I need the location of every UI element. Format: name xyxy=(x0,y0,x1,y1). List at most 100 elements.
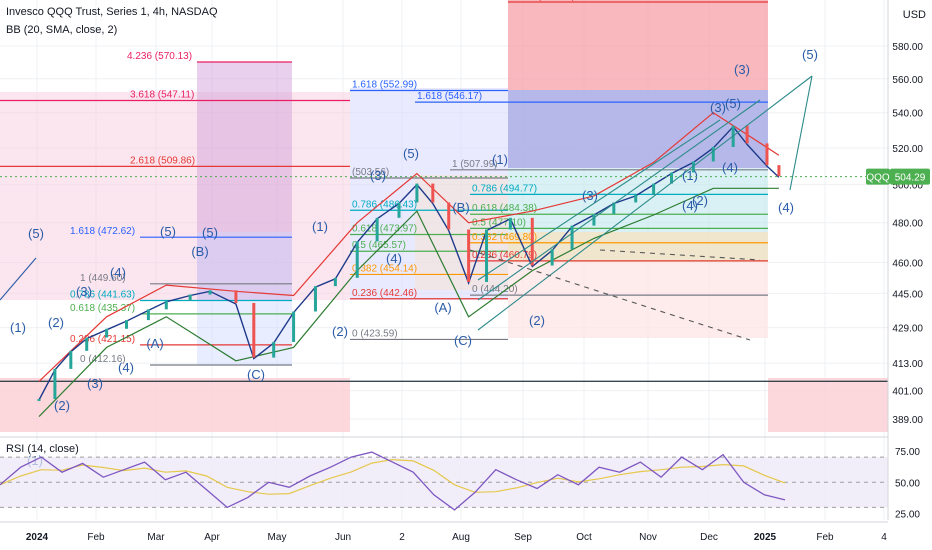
symbol-tag: QQQ xyxy=(866,173,890,184)
price-tick-label: 460.00 xyxy=(892,258,923,269)
fib-level-label: 0.5 (465.57) xyxy=(352,240,406,251)
fib-level-label: 0.236 (460.79) xyxy=(472,250,537,261)
fib-zone xyxy=(768,378,888,432)
fib-zone xyxy=(0,378,350,432)
price-candle xyxy=(711,146,715,162)
fib-level-label: 0.236 (421.15) xyxy=(70,334,135,345)
time-tick-label: 4 xyxy=(881,532,887,543)
fib-level-label: 0.786 (494.77) xyxy=(472,183,537,194)
fib-zone xyxy=(0,92,350,300)
price-axis: 580.00 560.00 540.00 520.00 500.00 480.00 460.… xyxy=(887,0,932,550)
price-candle xyxy=(208,290,212,295)
price-candle xyxy=(146,309,150,321)
rsi-tick-label: 75.00 xyxy=(895,447,920,458)
price-candle xyxy=(467,229,471,282)
trend-line xyxy=(477,99,761,301)
wave-label: (2) xyxy=(48,315,64,330)
price-candle xyxy=(530,217,534,266)
price-candle xyxy=(375,217,379,242)
price-candle xyxy=(252,302,256,358)
price-candle xyxy=(397,202,401,218)
price-candle xyxy=(37,398,41,401)
fib-level-label: 3.618 (547.11) xyxy=(130,90,194,101)
rsi-tick-label: 50.00 xyxy=(895,478,920,489)
fib-level-label: 2.618 (607.98) xyxy=(510,0,575,2)
fib-level-label: 0 (423.59) xyxy=(352,328,398,339)
currency-label[interactable]: USD xyxy=(902,9,926,21)
price-tick-label: 520.00 xyxy=(892,144,923,155)
time-tick-label: Oct xyxy=(576,532,592,543)
price-tick-label: 445.00 xyxy=(892,289,923,300)
price-candle xyxy=(431,183,435,203)
fib-zone xyxy=(508,262,768,338)
wave-label: (5) xyxy=(725,96,741,111)
wave-label: (1) xyxy=(10,320,26,335)
price-tick-label: 560.00 xyxy=(892,75,923,86)
wave-label: (3) xyxy=(87,376,103,391)
time-tick-label: Feb xyxy=(816,532,834,543)
wave-label: (1) xyxy=(312,219,328,234)
time-tick-label: 2024 xyxy=(26,532,49,543)
price-tag-bg xyxy=(890,168,930,185)
price-tick-label: 429.00 xyxy=(892,324,923,335)
fib-level-label: 0 (412.16) xyxy=(80,354,126,365)
trend-line xyxy=(0,257,37,301)
price-candle xyxy=(292,311,296,342)
wave-label: (2) xyxy=(54,398,70,413)
price-tick-label: 500.00 xyxy=(892,181,923,192)
wave-label: (3) xyxy=(734,62,750,77)
price-candle xyxy=(333,277,337,287)
fib-zone xyxy=(197,232,292,365)
fib-level-label: 4.236 (570.13) xyxy=(127,51,192,62)
bb-indicator-label[interactable]: BB (20, SMA, close, 2) xyxy=(6,24,118,36)
price-candle xyxy=(777,165,781,177)
wave-label: (1) xyxy=(682,168,698,183)
fib-level-label: 0.618 (435.37) xyxy=(70,303,135,314)
wave-label: (5) xyxy=(403,146,419,161)
fib-zone xyxy=(508,232,768,262)
wave-label: (3) xyxy=(582,188,598,203)
wave-label: (A) xyxy=(434,300,451,315)
price-candle xyxy=(53,368,57,399)
time-tick-label: Apr xyxy=(204,532,220,543)
wave-label: (B) xyxy=(191,244,208,259)
price-candle xyxy=(125,320,129,329)
wave-label: (4) xyxy=(110,265,126,280)
rsi-sma-line xyxy=(0,458,786,495)
bollinger-bands xyxy=(38,111,780,418)
fib-level-label: 1.618 (472.62) xyxy=(70,226,135,237)
price-candle xyxy=(105,328,109,338)
time-tick-label: Jun xyxy=(335,532,351,543)
price-candle xyxy=(188,294,192,301)
trend-line xyxy=(789,75,813,191)
fib-level-label: 2.618 (509.86) xyxy=(130,155,195,166)
price-candle xyxy=(612,202,616,214)
fib-level-label: 0.618 (484.38) xyxy=(472,203,537,214)
time-tick-label: May xyxy=(268,532,287,543)
fib-level-label: (503.56) xyxy=(352,167,389,178)
price-tick-label: 540.00 xyxy=(892,109,923,120)
price-candle xyxy=(550,249,554,266)
rsi-line xyxy=(0,451,786,511)
price-candle xyxy=(164,300,168,310)
price-tick-label: 401.00 xyxy=(892,387,923,398)
wave-label: (5) xyxy=(802,47,818,62)
fib-level-label: 1.618 (546.17) xyxy=(417,91,482,102)
time-tick-label: Aug xyxy=(452,532,470,543)
fib-level-label: 0.786 (441.63) xyxy=(70,290,135,301)
fib-level-label: 1 (507.99) xyxy=(452,159,498,170)
bb-upper-band xyxy=(38,111,780,382)
price-candle xyxy=(485,229,489,282)
wave-label: (4) xyxy=(722,160,738,175)
time-axis: 2024 Feb Mar Apr May Jun 2 Aug Sep Oct Nov Dec 2025 F… xyxy=(0,521,888,543)
price-candle xyxy=(765,143,769,166)
fib-level-label: 0.236 (442.46) xyxy=(352,288,417,299)
price-axis-bg xyxy=(888,0,932,550)
wave-label: (1) xyxy=(492,152,508,167)
price-tick-label: 580.00 xyxy=(892,42,923,53)
price-candle xyxy=(272,341,276,358)
wave-label: (5) xyxy=(28,226,44,241)
price-candle xyxy=(570,225,574,250)
price-candle xyxy=(508,217,512,230)
bb-lower-band xyxy=(38,187,779,418)
